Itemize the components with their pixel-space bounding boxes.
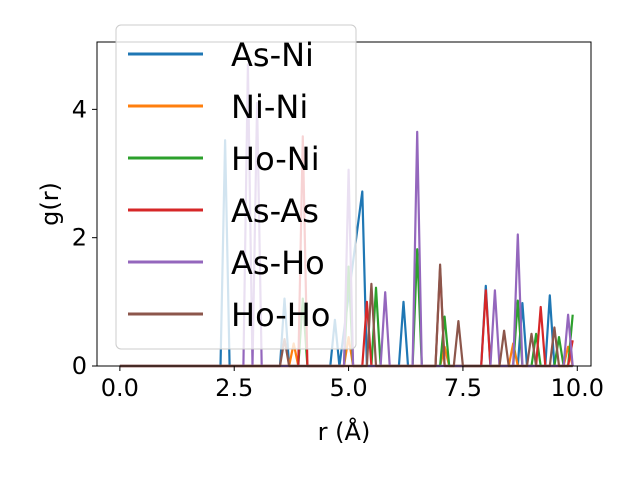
y-tick-label: 4 [72,95,87,123]
y-axis-label: g(r) [36,182,64,226]
x-tick-label: 10.0 [551,374,604,402]
legend: As-Ni Ni-Ni Ho-Ni As-As As-Ho Ho-Ho [115,24,357,350]
legend-label: As-Ni [231,36,314,74]
x-tick-label: 2.5 [215,374,253,402]
y-tick-label: 0 [72,352,87,380]
x-tick-label: 5.0 [329,374,367,402]
y-axis: 0 2 4 [72,95,97,380]
x-axis-label: r (Å) [318,417,371,446]
legend-label: As-As [231,192,319,230]
x-tick-label: 7.5 [444,374,482,402]
x-tick-label: 0.0 [101,374,139,402]
legend-label: Ho-Ho [231,296,330,334]
legend-label: As-Ho [231,244,325,282]
legend-label: Ni-Ni [231,88,308,126]
y-tick-label: 2 [72,224,87,252]
x-axis: 0.0 2.5 5.0 7.5 10.0 [101,366,604,402]
legend-label: Ho-Ni [231,140,320,178]
